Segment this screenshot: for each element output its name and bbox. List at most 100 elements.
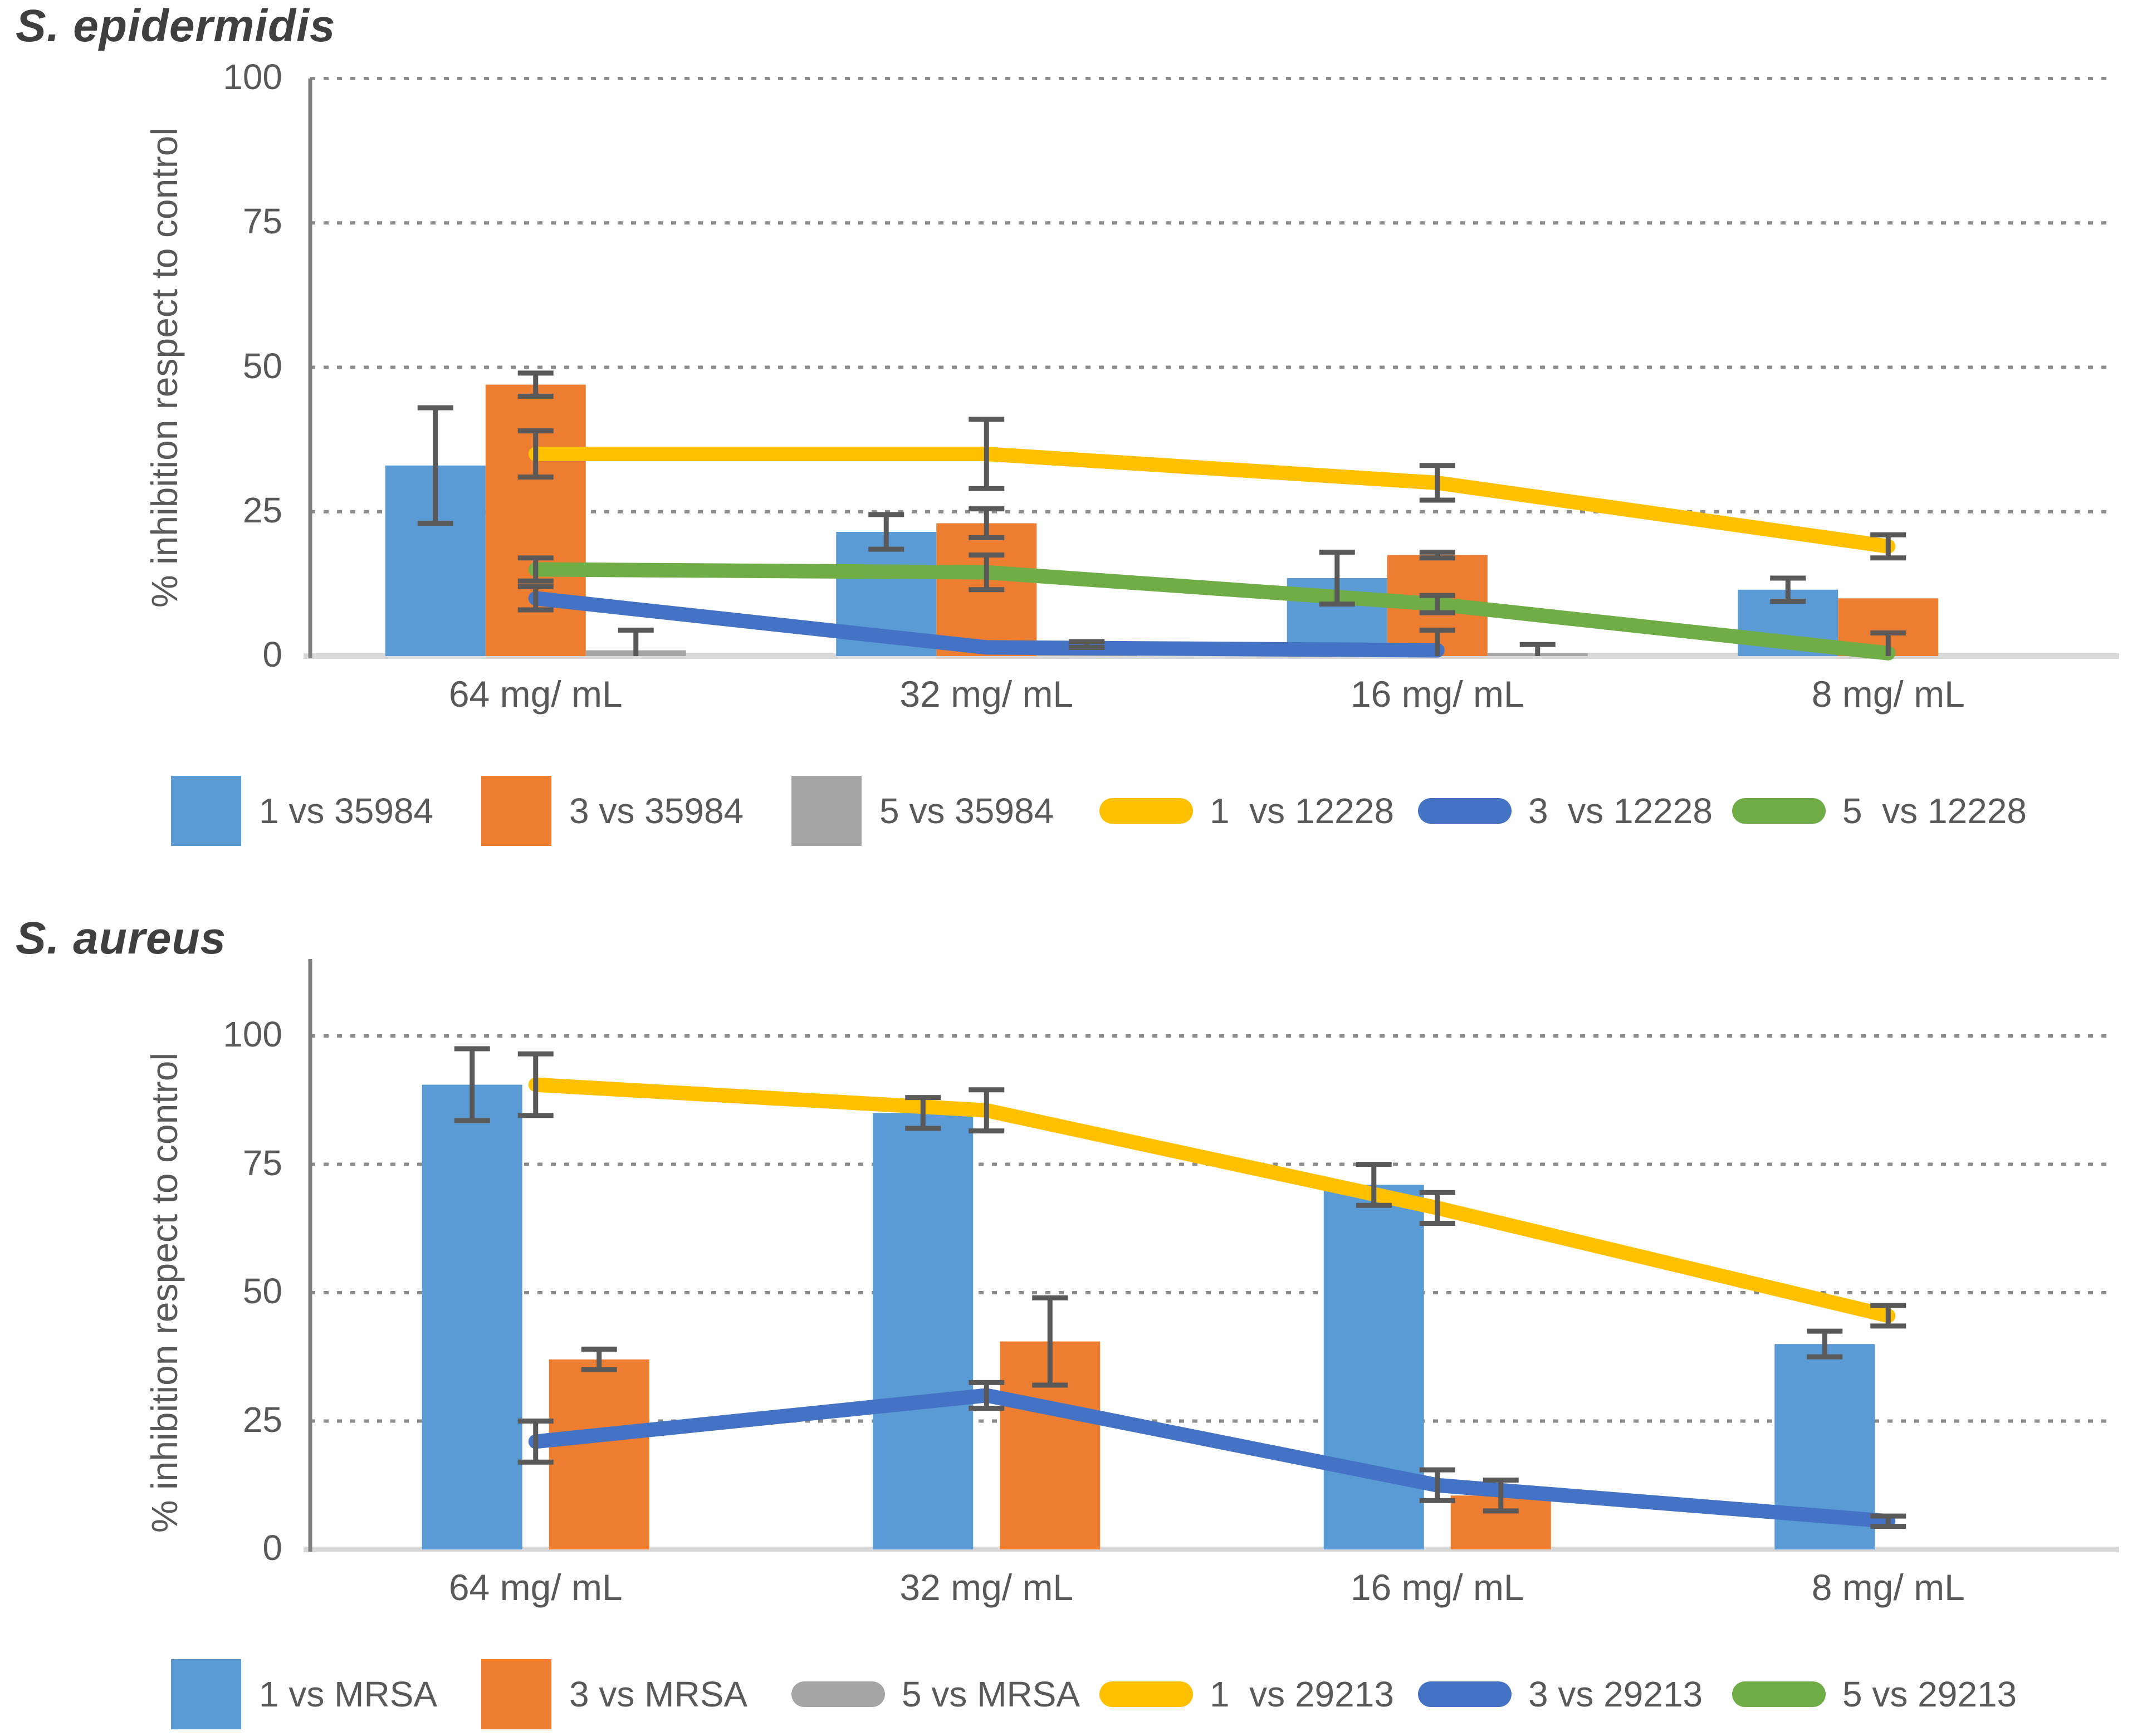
bar-1-vs-MRSA-16 (1323, 1185, 1424, 1549)
legend-label: 3 vs 12228 (1528, 791, 1713, 831)
error-bar-64 (417, 405, 453, 526)
legend-label: 3 vs 35984 (569, 791, 744, 831)
y-tick-0: 0 (262, 1528, 282, 1568)
x-label-8: 8 mg/ mL (1811, 673, 1965, 715)
x-label-64: 64 mg/ mL (448, 1567, 623, 1608)
error-bar-16 (1419, 627, 1455, 656)
x-label-8: 8 mg/ mL (1811, 1567, 1965, 1608)
error-bar-32 (969, 552, 1005, 593)
legend-item-3-vs-35984: 3 vs 35984 (481, 774, 744, 848)
legend-item-5-vs-12228: 5 vs 12228 (1732, 774, 2027, 848)
error-bar-32 (969, 506, 1005, 540)
error-bar-32 (969, 417, 1005, 491)
line-3-vs-29213 (528, 1388, 1896, 1529)
chart-title-s-aureus: S. aureus (16, 913, 227, 964)
error-bar-16 (1419, 549, 1455, 561)
error-bar-16 (1419, 463, 1455, 503)
legend-item-5-vs-29213: 5 vs 29213 (1732, 1657, 2017, 1731)
legend-label: 1 vs MRSA (259, 1674, 438, 1714)
error-bar-32 (969, 1087, 1005, 1134)
line-3-vs-12228 (528, 591, 1445, 658)
legend-line-swatch-1-vs-12228 (1099, 798, 1193, 824)
y-tick-100: 100 (223, 57, 282, 97)
bar-3-vs-35984-64 (485, 384, 586, 656)
x-label-64: 64 mg/ mL (448, 673, 623, 715)
error-bar-8 (1870, 532, 1906, 561)
error-bar-64 (517, 370, 554, 399)
error-bar-8 (1770, 575, 1806, 604)
error-bar-16 (1483, 1478, 1519, 1514)
y-tick-25: 25 (242, 490, 282, 530)
y-tick-50: 50 (242, 1271, 282, 1311)
legend-bar-swatch-3-vs-MRSA (481, 1659, 551, 1729)
error-bar-8 (1870, 630, 1906, 656)
legend-label: 1 vs 12228 (1210, 791, 1394, 831)
legend-line-swatch-5-vs-29213 (1732, 1681, 1826, 1707)
legend-line-swatch-5-vs-MRSA (791, 1681, 885, 1707)
error-bar-8 (1807, 1328, 1843, 1360)
error-bar-64 (517, 1419, 554, 1465)
chart-title-s-epidermidis: S. epidermidis (16, 1, 336, 51)
error-bar-32 (905, 1095, 941, 1131)
line-5-vs-12228 (528, 562, 1896, 661)
legend-line-swatch-3-vs-12228 (1418, 798, 1512, 824)
bar-3-vs-MRSA-64 (549, 1359, 649, 1549)
legend-item-1-vs-12228: 1 vs 12228 (1099, 774, 1394, 848)
error-bar-64 (517, 1051, 554, 1118)
legend-bar-swatch-1-vs-MRSA (171, 1659, 241, 1729)
error-bar-32 (1032, 1295, 1068, 1388)
legend-item-3-vs-MRSA: 3 vs MRSA (481, 1657, 747, 1731)
legend-bar-swatch-1-vs-35984 (171, 776, 241, 846)
legend-line-swatch-3-vs-29213 (1418, 1681, 1512, 1707)
error-bar-16 (1419, 1190, 1455, 1226)
bar-1-vs-MRSA-32 (873, 1113, 974, 1549)
y-tick-50: 50 (242, 345, 282, 386)
error-bar-16 (1519, 642, 1556, 656)
error-bar-16 (1419, 593, 1455, 615)
x-label-16: 16 mg/ mL (1350, 673, 1524, 715)
legend-line-swatch-5-vs-12228 (1732, 798, 1826, 824)
legend-label: 5 vs 12228 (1842, 791, 2027, 831)
error-bar-8 (1870, 1513, 1906, 1529)
line-1-vs-29213 (528, 1077, 1896, 1323)
legend-item-1-vs-MRSA: 1 vs MRSA (171, 1657, 437, 1731)
legend-item-1-vs-35984: 1 vs 35984 (171, 774, 433, 848)
error-bar-16 (1419, 1467, 1455, 1503)
error-bar-16 (1356, 1162, 1392, 1208)
error-bar-64 (517, 428, 554, 480)
error-bar-64 (618, 627, 654, 656)
y-tick-25: 25 (242, 1399, 282, 1440)
x-label-32: 32 mg/ mL (899, 673, 1074, 715)
legend-item-5-vs-35984: 5 vs 35984 (791, 774, 1054, 848)
legend-label: 1 vs 35984 (259, 791, 434, 831)
y-axis-label-top: % inhibition respect to control (144, 127, 185, 608)
error-bar-64 (517, 555, 554, 584)
legend-item-1-vs-29213: 1 vs 29213 (1099, 1657, 1394, 1731)
legend-label: 5 vs 29213 (1842, 1674, 2017, 1714)
error-bar-16 (1319, 549, 1355, 607)
legend-label: 5 vs 35984 (879, 791, 1054, 831)
error-bar-64 (517, 584, 554, 613)
line-1-vs-12228 (528, 447, 1896, 554)
legend-item-5-vs-MRSA: 5 vs MRSA (791, 1657, 1080, 1731)
error-bar-32 (969, 1380, 1005, 1411)
error-bar-32 (868, 512, 904, 552)
error-bar-64 (581, 1346, 617, 1372)
legend-item-3-vs-12228: 3 vs 12228 (1418, 774, 1713, 848)
error-bar-64 (454, 1046, 490, 1123)
y-tick-75: 75 (242, 201, 282, 242)
legend-line-swatch-1-vs-29213 (1099, 1681, 1193, 1707)
x-label-32: 32 mg/ mL (899, 1567, 1074, 1608)
error-bar-32 (1069, 639, 1105, 650)
error-bar-8 (1870, 1303, 1906, 1329)
legend-label: 3 vs MRSA (569, 1674, 748, 1714)
legend-bar-swatch-3-vs-35984 (481, 776, 551, 846)
legend-bar-swatch-5-vs-35984 (791, 776, 862, 846)
legend-label: 3 vs 29213 (1528, 1674, 1703, 1714)
legend-item-3-vs-29213: 3 vs 29213 (1418, 1657, 1703, 1731)
legend-label: 5 vs MRSA (902, 1674, 1080, 1714)
bar-1-vs-MRSA-64 (422, 1084, 522, 1549)
y-tick-75: 75 (242, 1142, 282, 1183)
